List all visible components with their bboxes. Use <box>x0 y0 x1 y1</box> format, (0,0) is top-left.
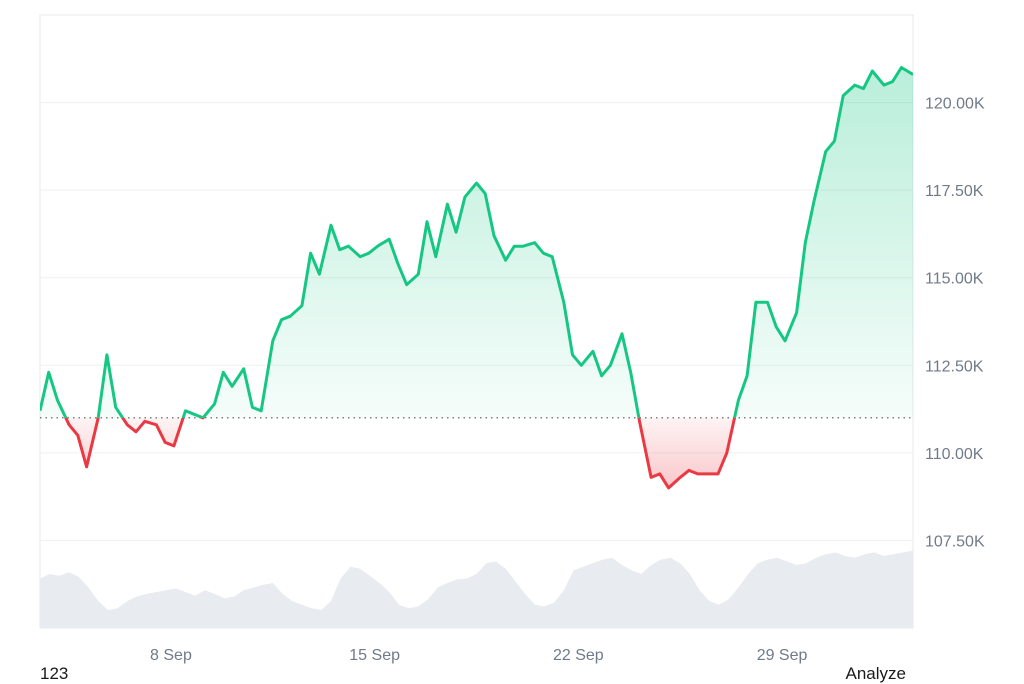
y-tick-label: 120.00K <box>925 96 985 113</box>
footer-left-label: 123 <box>40 664 69 683</box>
x-tick-label: 29 Sep <box>757 647 808 664</box>
y-tick-label: 107.50K <box>925 533 985 550</box>
x-tick-label: 8 Sep <box>150 647 192 664</box>
y-axis-ticks: 120.00K 117.50K 115.00K 112.50K 110.00K 107.5… <box>925 96 985 551</box>
y-tick-label: 110.00K <box>925 446 984 463</box>
grid-lines <box>40 102 913 541</box>
volume-shape <box>40 550 913 628</box>
y-tick-label: 117.50K <box>925 183 984 200</box>
x-axis-ticks: 8 Sep 15 Sep 22 Sep 29 Sep <box>150 647 807 664</box>
price-fill-below <box>65 417 735 488</box>
price-fill <box>40 67 913 488</box>
y-tick-label: 115.00K <box>925 271 984 288</box>
volume-area <box>40 550 913 628</box>
price-line-above <box>40 66 913 418</box>
analyze-link[interactable]: Analyze <box>845 664 906 683</box>
x-tick-label: 22 Sep <box>553 647 604 664</box>
price-fill-above <box>40 67 913 418</box>
x-tick-label: 15 Sep <box>349 647 400 664</box>
y-tick-label: 112.50K <box>925 358 984 375</box>
price-line <box>40 66 913 490</box>
